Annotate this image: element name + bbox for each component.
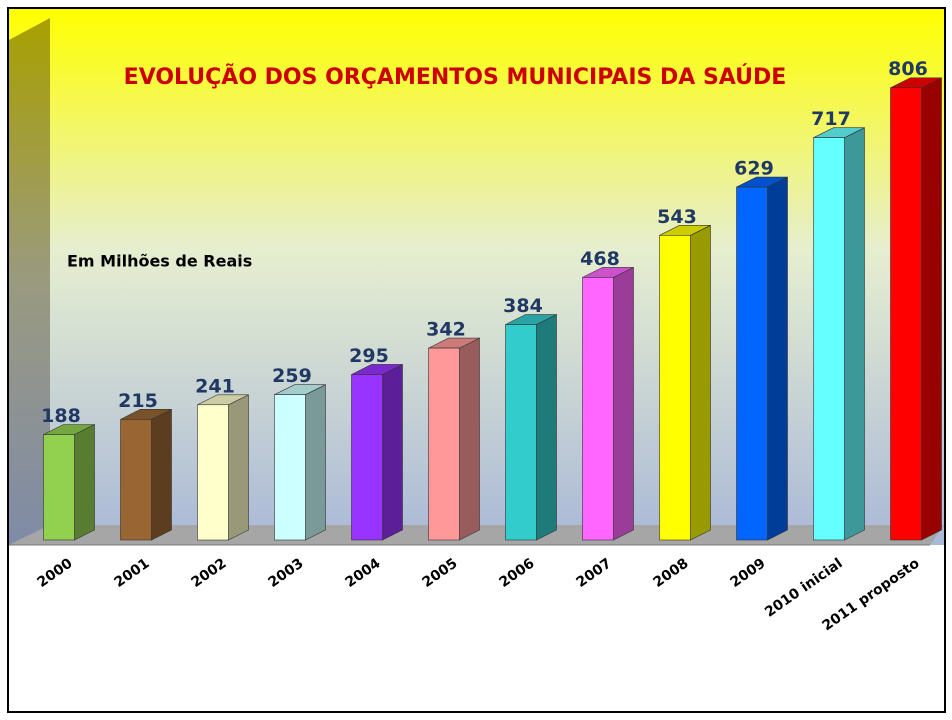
bar-side bbox=[536, 314, 557, 541]
bar bbox=[505, 324, 537, 541]
value-label: 806 bbox=[888, 58, 928, 80]
value-label: 259 bbox=[272, 365, 312, 387]
bar-side bbox=[690, 224, 711, 541]
value-label: 241 bbox=[195, 375, 235, 397]
value-label: 384 bbox=[503, 295, 543, 317]
bar-side bbox=[228, 394, 249, 541]
bar bbox=[428, 347, 460, 541]
value-label: 629 bbox=[734, 158, 774, 180]
side-wall bbox=[9, 18, 50, 545]
bar bbox=[890, 87, 922, 541]
bar-side bbox=[613, 266, 634, 541]
bar bbox=[582, 277, 614, 541]
value-label: 342 bbox=[426, 319, 466, 341]
subtitle: Em Milhões de Reais bbox=[67, 252, 252, 271]
bar bbox=[197, 404, 229, 541]
bar-side bbox=[74, 424, 95, 541]
value-label: 295 bbox=[349, 345, 389, 367]
bar bbox=[274, 394, 306, 541]
value-label: 468 bbox=[580, 248, 620, 270]
bar-side bbox=[305, 384, 326, 541]
bar-side bbox=[459, 337, 480, 541]
bar-side bbox=[921, 77, 942, 541]
value-label: 543 bbox=[657, 206, 697, 228]
bar-side bbox=[767, 176, 788, 541]
bar-side bbox=[382, 363, 403, 541]
bar bbox=[736, 186, 768, 541]
bar bbox=[120, 419, 152, 541]
value-label: 717 bbox=[811, 108, 851, 130]
bar bbox=[351, 374, 383, 541]
bar bbox=[43, 434, 75, 541]
chart-title: EVOLUÇÃO DOS ORÇAMENTOS MUNICIPAIS DA SA… bbox=[124, 64, 787, 90]
bar bbox=[813, 137, 845, 541]
bar-side bbox=[844, 127, 865, 541]
bar-side bbox=[151, 408, 172, 541]
value-label: 215 bbox=[118, 390, 158, 412]
value-label: 188 bbox=[41, 405, 81, 427]
bar bbox=[659, 235, 691, 541]
